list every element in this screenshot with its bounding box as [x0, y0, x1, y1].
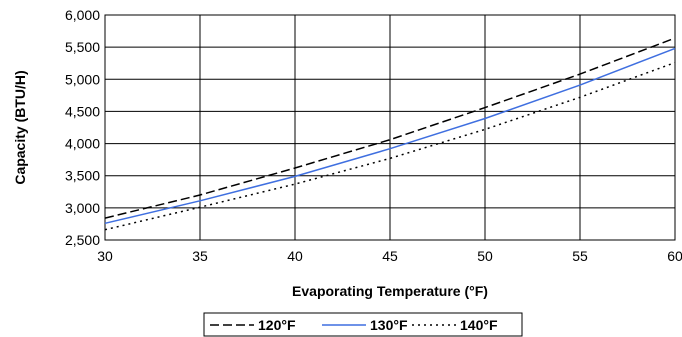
legend-label: 130°F — [370, 317, 408, 333]
legend: 120°F 130°F 140°F — [203, 312, 523, 337]
y-tick-label: 4,000 — [65, 136, 100, 152]
y-tick-label: 3,500 — [65, 168, 100, 184]
grid-lines — [104, 14, 676, 241]
plot-area — [104, 14, 676, 241]
x-tick-label: 35 — [192, 248, 208, 264]
x-tick-label: 30 — [97, 248, 113, 264]
legend-label: 140°F — [460, 317, 498, 333]
y-tick-labels: 2,500 3,000 3,500 4,000 4,500 5,000 5,500 6,000 — [65, 7, 100, 248]
x-tick-label: 40 — [287, 248, 303, 264]
y-tick-label: 6,000 — [65, 7, 100, 23]
x-axis-title: Evaporating Temperature (°F) — [292, 283, 488, 299]
y-tick-label: 5,000 — [65, 71, 100, 87]
series-line-140°F — [104, 61, 676, 231]
y-tick-label: 3,000 — [65, 200, 100, 216]
y-tick-label: 4,500 — [65, 103, 100, 119]
y-axis-title: Capacity (BTU/H) — [12, 70, 28, 184]
series-lines — [104, 37, 676, 231]
x-tick-label: 60 — [667, 248, 682, 264]
x-tick-labels: 30 35 40 45 50 55 60 — [97, 248, 682, 264]
y-tick-label: 2,500 — [65, 232, 100, 248]
x-tick-label: 45 — [382, 248, 398, 264]
series-line-130°F — [104, 47, 676, 225]
x-tick-label: 50 — [477, 248, 493, 264]
series-line-120°F — [104, 37, 676, 219]
x-tick-label: 55 — [572, 248, 588, 264]
y-tick-label: 5,500 — [65, 39, 100, 55]
legend-label: 120°F — [258, 317, 296, 333]
